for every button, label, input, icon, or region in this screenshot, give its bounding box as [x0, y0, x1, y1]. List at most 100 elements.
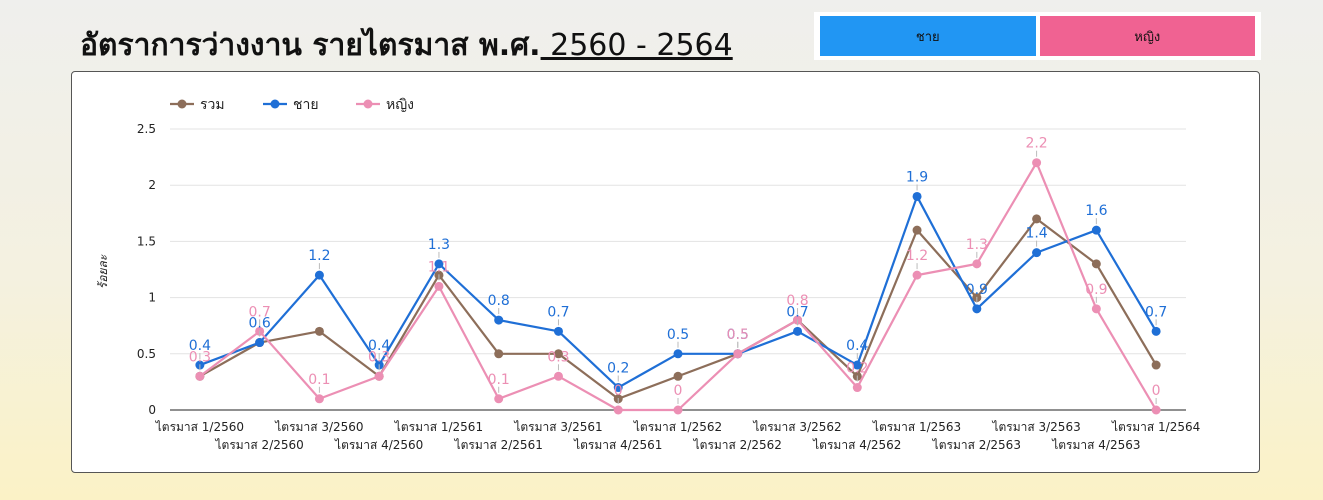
x-tick-label: ไตรมาส 2/2563: [932, 438, 1021, 452]
title-years: 2560 - 2564: [540, 28, 733, 63]
title-prefix: อัตราการว่างงาน รายไตรมาส พ.ศ.: [80, 28, 541, 63]
data-label: 0.8: [488, 293, 510, 309]
x-tick-label: ไตรมาส 2/2562: [693, 438, 782, 452]
data-point[interactable]: [673, 405, 683, 415]
x-tick-label: ไตรมาส 1/2563: [872, 420, 961, 434]
data-label: 1.3: [966, 237, 988, 253]
data-label: 0.8: [786, 293, 808, 309]
data-point[interactable]: [374, 371, 384, 381]
data-point[interactable]: [434, 259, 444, 269]
data-point[interactable]: [195, 371, 205, 381]
x-tick-label: ไตรมาส 4/2562: [812, 438, 901, 452]
data-label: 1.3: [428, 237, 450, 253]
data-label: 0: [1152, 383, 1161, 399]
data-point[interactable]: [1091, 225, 1101, 235]
data-point[interactable]: [494, 315, 504, 325]
data-point[interactable]: [553, 371, 563, 381]
x-tick-label: ไตรมาส 1/2564: [1111, 420, 1200, 434]
data-label: 0.2: [846, 361, 868, 377]
data-label: 0.1: [308, 372, 330, 388]
data-point[interactable]: [1091, 259, 1101, 269]
data-point[interactable]: [434, 281, 444, 291]
data-point[interactable]: [852, 383, 862, 393]
data-label: 1.6: [1085, 203, 1107, 219]
data-label: 0.5: [667, 327, 689, 343]
y-tick-label: 2: [148, 178, 156, 192]
female-toggle-button[interactable]: หญิง: [1039, 16, 1255, 56]
data-point[interactable]: [1151, 326, 1161, 336]
x-tick-label: ไตรมาส 2/2561: [454, 438, 543, 452]
data-point[interactable]: [912, 270, 922, 280]
data-point[interactable]: [613, 405, 623, 415]
data-point[interactable]: [255, 338, 265, 348]
data-label: 0.4: [189, 338, 211, 354]
data-label: 0.5: [727, 327, 749, 343]
x-tick-label: ไตรมาส 1/2562: [633, 420, 722, 434]
data-point[interactable]: [972, 259, 982, 269]
x-tick-label: ไตรมาส 1/2560: [155, 420, 244, 434]
data-label: 0: [614, 383, 623, 399]
data-point[interactable]: [494, 394, 504, 404]
y-axis-label: ร้อยละ: [96, 254, 110, 289]
x-tick-label: ไตรมาส 4/2561: [573, 438, 662, 452]
x-tick-label: ไตรมาส 3/2560: [274, 420, 363, 434]
data-point[interactable]: [912, 225, 922, 235]
data-point[interactable]: [673, 371, 683, 381]
data-point[interactable]: [553, 349, 563, 359]
data-point[interactable]: [1151, 405, 1161, 415]
data-point[interactable]: [1032, 248, 1042, 258]
data-point[interactable]: [733, 349, 743, 359]
data-label: 0.7: [1145, 304, 1167, 320]
data-label: 2.2: [1025, 136, 1047, 152]
data-label: 1.4: [1025, 226, 1047, 242]
page-title: อัตราการว่างงาน รายไตรมาส พ.ศ. 2560 - 25…: [80, 22, 733, 69]
data-label: 1.2: [906, 248, 928, 264]
x-tick-label: ไตรมาส 1/2561: [394, 420, 483, 434]
y-tick-label: 0: [148, 403, 156, 417]
data-point[interactable]: [793, 326, 803, 336]
legend-entry[interactable]: ชาย: [293, 97, 319, 113]
data-point[interactable]: [613, 383, 623, 393]
data-point[interactable]: [1032, 158, 1042, 168]
male-toggle-button[interactable]: ชาย: [820, 16, 1036, 56]
x-tick-label: ไตรมาส 2/2560: [215, 438, 304, 452]
data-label: 0.3: [368, 349, 390, 365]
data-point[interactable]: [1151, 360, 1161, 370]
data-point[interactable]: [912, 191, 922, 201]
data-label: 0: [674, 383, 683, 399]
data-point[interactable]: [553, 326, 563, 336]
data-point[interactable]: [852, 360, 862, 370]
data-label: 1.1: [428, 259, 450, 275]
data-point[interactable]: [1032, 214, 1042, 224]
y-tick-label: 0.5: [137, 347, 156, 361]
x-tick-label: ไตรมาส 4/2560: [334, 438, 423, 452]
data-label: 0.9: [1085, 282, 1107, 298]
data-point[interactable]: [314, 394, 324, 404]
y-tick-label: 1: [148, 291, 156, 305]
data-label: 0.5: [727, 327, 749, 343]
data-label: 0.3: [547, 349, 569, 365]
data-label: 0.9: [966, 282, 988, 298]
data-label: 0.1: [488, 372, 510, 388]
data-point[interactable]: [972, 304, 982, 314]
data-label: 1.2: [308, 248, 330, 264]
series-line: [199, 195, 1158, 389]
data-point[interactable]: [314, 326, 324, 336]
data-label: 0.4: [846, 338, 868, 354]
legend-entry[interactable]: รวม: [200, 97, 225, 113]
data-label: 0.3: [189, 349, 211, 365]
legend-marker[interactable]: [177, 99, 187, 109]
data-label: 1.9: [906, 169, 928, 185]
data-point[interactable]: [673, 349, 683, 359]
y-tick-label: 2.5: [137, 122, 156, 136]
legend-marker[interactable]: [270, 99, 280, 109]
data-point[interactable]: [494, 349, 504, 359]
data-point[interactable]: [1091, 304, 1101, 314]
data-label: 0.2: [607, 361, 629, 377]
legend-entry[interactable]: หญิง: [386, 97, 414, 113]
legend-marker[interactable]: [363, 99, 373, 109]
data-label: 0.7: [249, 304, 271, 320]
data-point[interactable]: [314, 270, 324, 280]
x-tick-label: ไตรมาส 3/2562: [752, 420, 841, 434]
